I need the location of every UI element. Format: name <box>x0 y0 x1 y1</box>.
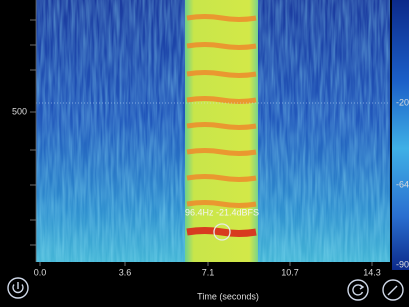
edit-button[interactable] <box>383 280 403 300</box>
x-axis-title: Time (seconds) <box>197 291 259 301</box>
harmonic-stripe <box>187 17 256 20</box>
harmonic-stripe <box>187 151 256 154</box>
harmonic-stripe <box>187 73 256 76</box>
spectrogram-plot <box>36 0 390 262</box>
x-tick-label: 14.3 <box>363 267 381 277</box>
x-tick-label: 10.7 <box>281 267 299 277</box>
x-tick-label: 7.1 <box>202 267 215 277</box>
colorbar-label: -90 <box>396 259 409 269</box>
refresh-button[interactable] <box>348 280 368 300</box>
y-ticks <box>30 20 36 245</box>
y-axis-label: 500 <box>12 106 27 116</box>
spectrogram-app: 500 -20 -64 -90 0.0 3.6 7.1 10.7 14.3 Time (se… <box>0 0 409 307</box>
cursor-readout: 96.4Hz -21.4dBFS <box>185 207 259 217</box>
harmonic-stripe <box>187 203 256 206</box>
colorbar-label: -20 <box>396 97 409 107</box>
harmonic-stripe <box>187 99 256 102</box>
harmonic-stripe <box>187 125 256 128</box>
x-ticks: 0.0 3.6 7.1 10.7 14.3 <box>34 262 381 277</box>
x-tick-label: 3.6 <box>119 267 132 277</box>
signal-band <box>185 0 258 262</box>
x-tick-label: 0.0 <box>34 267 47 277</box>
page: 500 -20 -64 -90 0.0 3.6 7.1 10.7 14.3 Time (se… <box>0 0 409 307</box>
harmonic-stripe <box>187 231 256 234</box>
harmonic-stripe <box>187 45 256 48</box>
colorbar <box>392 0 409 270</box>
colorbar-label: -64 <box>396 179 409 189</box>
power-button[interactable] <box>8 278 28 298</box>
harmonic-stripe <box>187 177 256 180</box>
